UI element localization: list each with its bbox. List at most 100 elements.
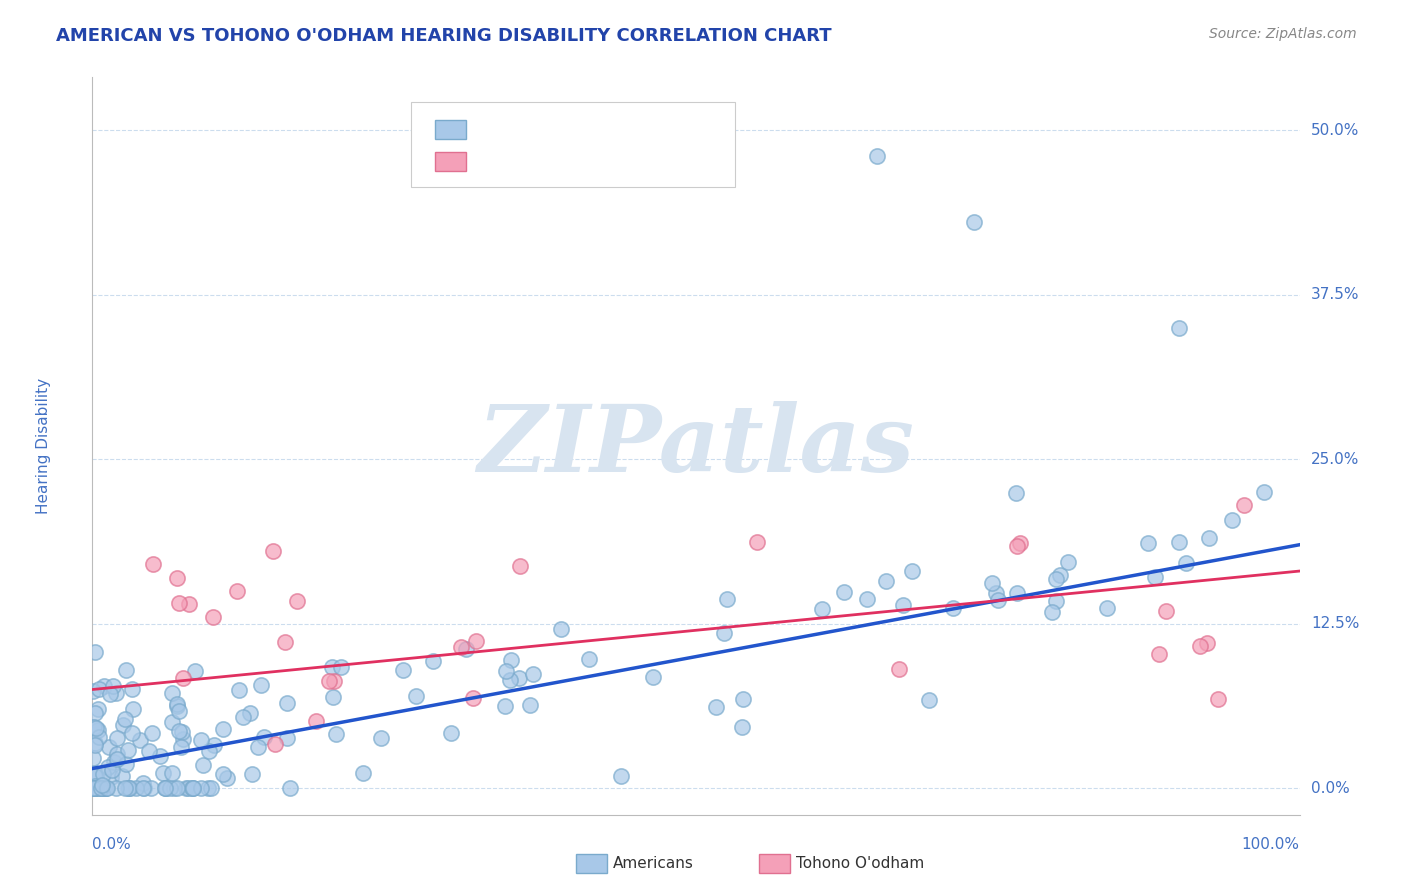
- Point: [370, 731, 392, 745]
- Text: R = 0.552: R = 0.552: [481, 153, 571, 170]
- Point: [200, 781, 222, 796]
- Point: [177, 781, 200, 796]
- Point: [321, 660, 343, 674]
- Point: [193, 757, 215, 772]
- Point: [643, 670, 665, 684]
- Point: [82, 683, 104, 698]
- Point: [172, 671, 194, 685]
- Point: [142, 558, 165, 572]
- Point: [166, 699, 188, 714]
- Text: Tohono O'odham: Tohono O'odham: [796, 856, 924, 871]
- Point: [190, 733, 212, 747]
- Point: [499, 653, 522, 667]
- Point: [285, 594, 308, 608]
- Point: [90, 781, 112, 796]
- Text: Americans: Americans: [613, 856, 695, 871]
- Point: [1095, 600, 1118, 615]
- Point: [747, 535, 769, 549]
- Point: [114, 756, 136, 771]
- Point: [82, 781, 104, 796]
- Point: [1167, 320, 1189, 334]
- Point: [1049, 567, 1071, 582]
- Point: [509, 558, 531, 573]
- Point: [232, 709, 254, 723]
- Point: [202, 610, 225, 624]
- Point: [160, 715, 183, 730]
- Point: [82, 720, 104, 734]
- Point: [149, 749, 172, 764]
- Point: [875, 574, 897, 589]
- Text: 0.0%: 0.0%: [93, 837, 131, 852]
- Point: [810, 602, 832, 616]
- Point: [325, 727, 347, 741]
- Point: [305, 714, 328, 729]
- Point: [84, 766, 107, 780]
- Point: [981, 576, 1004, 591]
- Point: [212, 766, 235, 780]
- Point: [901, 564, 924, 578]
- Point: [706, 700, 728, 714]
- Point: [83, 738, 105, 752]
- Point: [86, 721, 108, 735]
- Point: [456, 641, 478, 656]
- Point: [610, 769, 633, 783]
- Point: [132, 776, 155, 790]
- Point: [450, 640, 472, 655]
- Point: [422, 654, 444, 668]
- Point: [276, 731, 298, 746]
- Point: [1195, 636, 1218, 650]
- Point: [184, 664, 207, 678]
- Point: [100, 770, 122, 784]
- Point: [128, 733, 150, 747]
- Point: [83, 781, 105, 796]
- Text: Hearing Disability: Hearing Disability: [35, 378, 51, 514]
- Point: [1057, 555, 1080, 569]
- Point: [93, 781, 115, 796]
- Point: [962, 215, 984, 229]
- Point: [1045, 572, 1067, 586]
- Point: [494, 698, 516, 713]
- Point: [495, 664, 517, 678]
- Point: [1137, 536, 1160, 550]
- Point: [250, 678, 273, 692]
- Point: [138, 744, 160, 758]
- Point: [918, 693, 941, 707]
- Point: [105, 731, 128, 745]
- Point: [987, 592, 1010, 607]
- Point: [153, 781, 176, 796]
- Point: [84, 706, 107, 720]
- Point: [391, 663, 413, 677]
- Text: 25.0%: 25.0%: [1310, 451, 1360, 467]
- Point: [94, 781, 117, 796]
- Text: R = 0.605: R = 0.605: [481, 120, 571, 138]
- Point: [111, 769, 134, 783]
- Point: [98, 740, 121, 755]
- Point: [239, 706, 262, 720]
- Point: [274, 634, 297, 648]
- Point: [153, 781, 176, 796]
- Point: [1147, 648, 1170, 662]
- Point: [83, 768, 105, 782]
- Point: [463, 690, 485, 705]
- Point: [90, 781, 112, 796]
- Point: [733, 692, 755, 706]
- Point: [134, 781, 156, 796]
- Point: [1045, 593, 1067, 607]
- Point: [522, 667, 544, 681]
- Point: [155, 781, 177, 796]
- Point: [83, 645, 105, 659]
- Text: N = 168: N = 168: [596, 120, 669, 138]
- Point: [94, 781, 117, 796]
- Point: [323, 673, 346, 688]
- Point: [90, 781, 112, 796]
- Point: [1040, 605, 1063, 619]
- Point: [117, 743, 139, 757]
- Point: [90, 778, 112, 792]
- Point: [263, 737, 285, 751]
- Point: [1188, 639, 1211, 653]
- Point: [1220, 513, 1243, 527]
- Point: [132, 781, 155, 796]
- Point: [166, 571, 188, 585]
- Point: [118, 781, 141, 796]
- Point: [226, 583, 249, 598]
